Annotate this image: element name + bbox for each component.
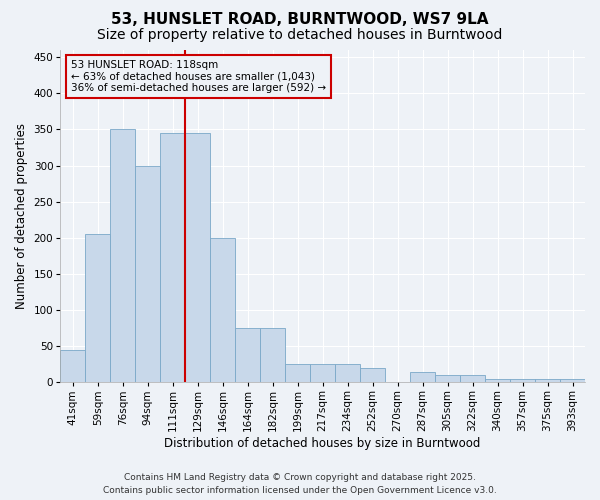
Bar [435, 375, 460, 382]
Text: Contains HM Land Registry data © Crown copyright and database right 2025.
Contai: Contains HM Land Registry data © Crown c… [103, 474, 497, 495]
Bar [135, 166, 160, 382]
Bar [260, 328, 285, 382]
Bar [210, 238, 235, 382]
Bar [185, 133, 210, 382]
Bar [60, 350, 85, 382]
Text: 53, HUNSLET ROAD, BURNTWOOD, WS7 9LA: 53, HUNSLET ROAD, BURNTWOOD, WS7 9LA [111, 12, 489, 28]
Bar [535, 379, 560, 382]
X-axis label: Distribution of detached houses by size in Burntwood: Distribution of detached houses by size … [164, 437, 481, 450]
Y-axis label: Number of detached properties: Number of detached properties [15, 123, 28, 309]
Text: Size of property relative to detached houses in Burntwood: Size of property relative to detached ho… [97, 28, 503, 42]
Bar [110, 130, 135, 382]
Bar [485, 379, 510, 382]
Bar [235, 328, 260, 382]
Bar [310, 364, 335, 382]
Text: 53 HUNSLET ROAD: 118sqm
← 63% of detached houses are smaller (1,043)
36% of semi: 53 HUNSLET ROAD: 118sqm ← 63% of detache… [71, 60, 326, 93]
Bar [510, 379, 535, 382]
Bar [160, 133, 185, 382]
Bar [85, 234, 110, 382]
Bar [410, 372, 435, 382]
Bar [560, 379, 585, 382]
Bar [460, 375, 485, 382]
Bar [335, 364, 360, 382]
Bar [285, 364, 310, 382]
Bar [360, 368, 385, 382]
